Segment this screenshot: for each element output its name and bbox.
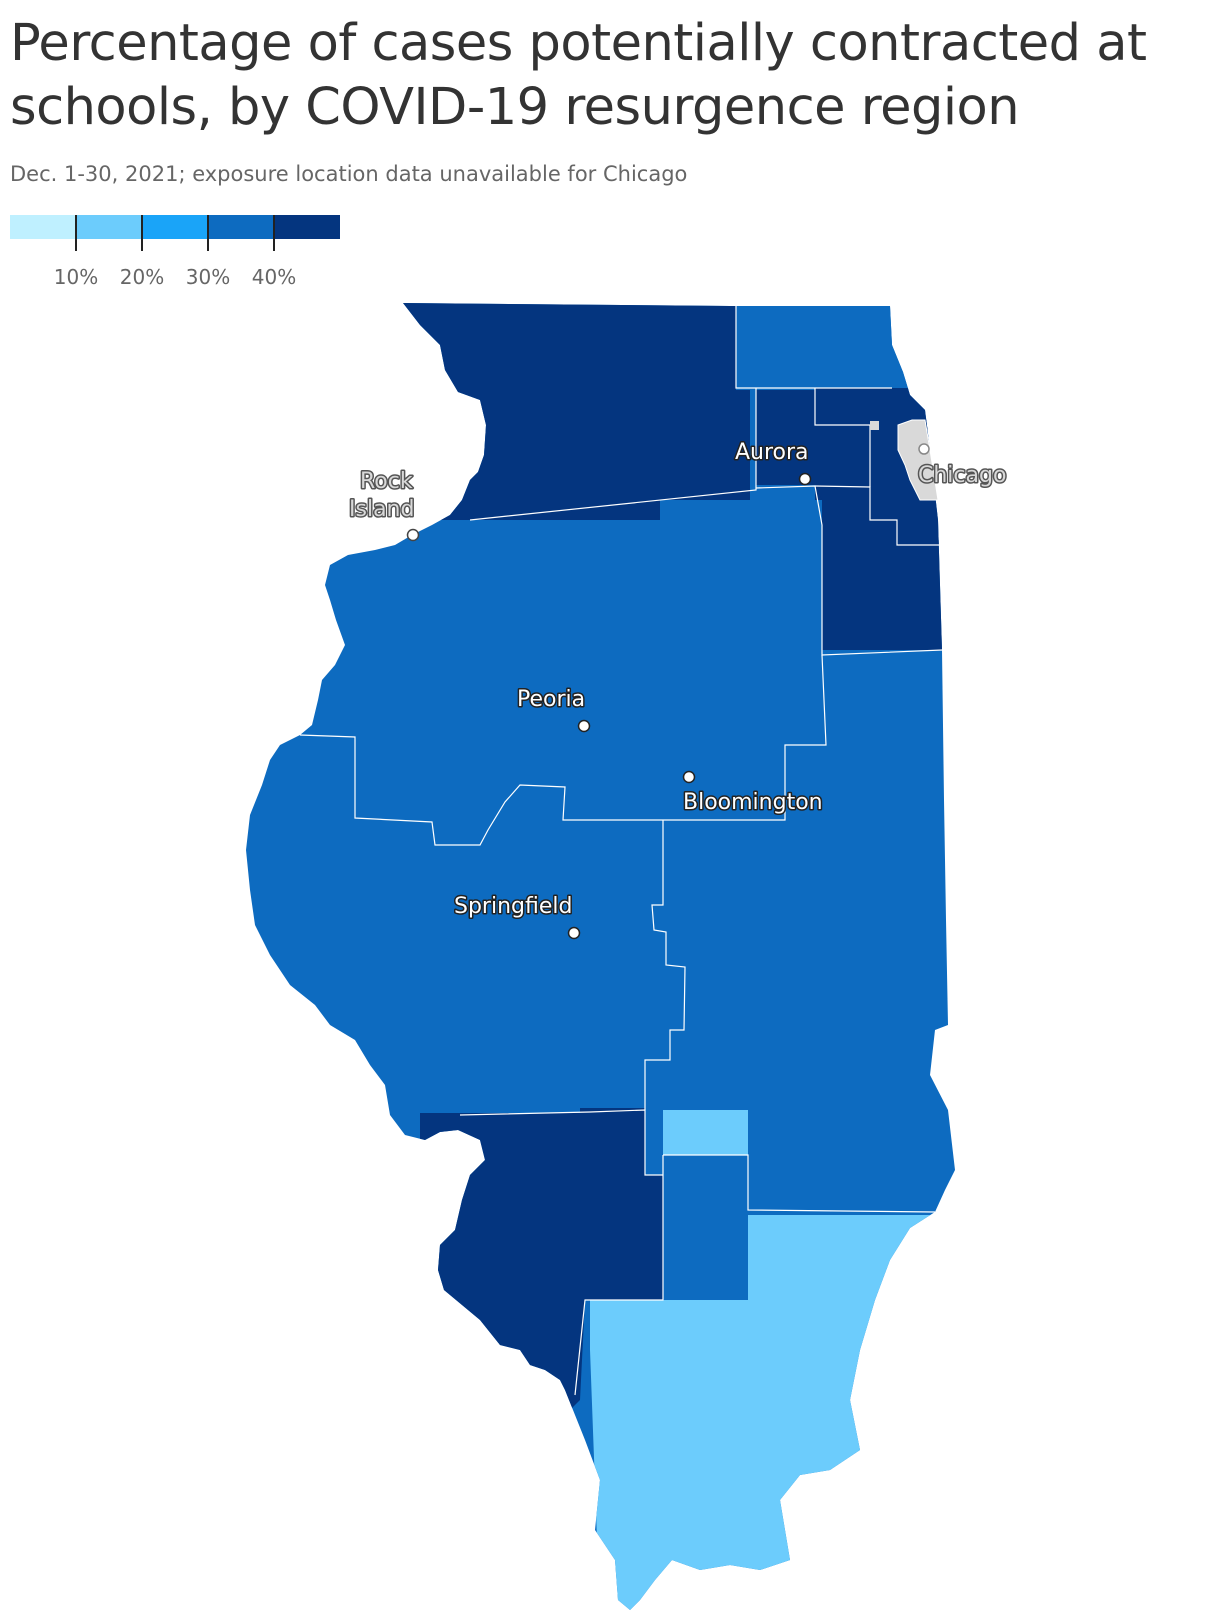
border-region-4-north — [459, 1109, 663, 1176]
border-region-7-9 — [814, 485, 942, 546]
city-labels: Aurora Chicago Rock Island Peoria Bloomi… — [348, 439, 1008, 921]
chart-title: Percentage of cases potentially contract… — [10, 14, 1147, 137]
legend-swatch-0 — [10, 215, 76, 239]
legend-label-20: 20% — [119, 265, 165, 289]
border-region-8-7 — [814, 388, 870, 426]
region-8 — [756, 390, 815, 485]
border-region-9 — [755, 485, 943, 656]
legend-tick-10 — [75, 215, 77, 251]
legend-label-30: 30% — [185, 265, 231, 289]
border-region-4-5 — [574, 1155, 664, 1396]
legend-label-10: 10% — [53, 265, 99, 289]
region-1 — [380, 303, 750, 520]
peoria-label: Peoria — [517, 687, 585, 712]
aurora-label: Aurora — [735, 440, 809, 465]
island-label: Island — [349, 497, 414, 522]
bloomington-marker — [682, 770, 696, 784]
peoria-marker — [577, 719, 591, 733]
region-borders — [299, 306, 943, 1396]
border-region-1 — [469, 388, 757, 521]
legend-tick-40 — [273, 215, 275, 251]
border-region-5-north — [663, 1154, 936, 1213]
legend-bar — [10, 215, 340, 239]
city-markers — [406, 443, 930, 940]
legend-tick-30 — [207, 215, 209, 251]
bloomington-label: Bloomington — [683, 790, 823, 815]
rock-label: Rock — [360, 469, 413, 494]
springfield-label: Springfield — [454, 894, 572, 919]
springfield-marker — [567, 926, 581, 940]
legend-swatch-3 — [208, 215, 274, 239]
border-region-3-6 — [644, 820, 686, 1110]
region-9 — [815, 485, 955, 650]
border-region-2 — [299, 654, 827, 846]
legend-swatch-2 — [142, 215, 208, 239]
legend-label-40: 40% — [251, 265, 297, 289]
legend-tick-20 — [141, 215, 143, 251]
region-7 — [815, 388, 955, 500]
chicago-marker — [918, 443, 930, 455]
chicago-label: Chicago — [918, 463, 1006, 488]
chicago-no-data-fragment — [870, 421, 879, 430]
legend-swatch-4 — [274, 215, 340, 239]
rock-island-marker — [406, 528, 420, 542]
region-10 — [736, 303, 955, 390]
border-region-10 — [735, 306, 892, 389]
chicago-no-data-area — [897, 419, 939, 501]
aurora-marker — [798, 472, 812, 486]
color-legend: 10% 20% 30% 40% — [10, 215, 340, 295]
legend-swatch-1 — [76, 215, 142, 239]
chart-subtitle: Dec. 1-30, 2021; exposure location data … — [10, 162, 688, 186]
